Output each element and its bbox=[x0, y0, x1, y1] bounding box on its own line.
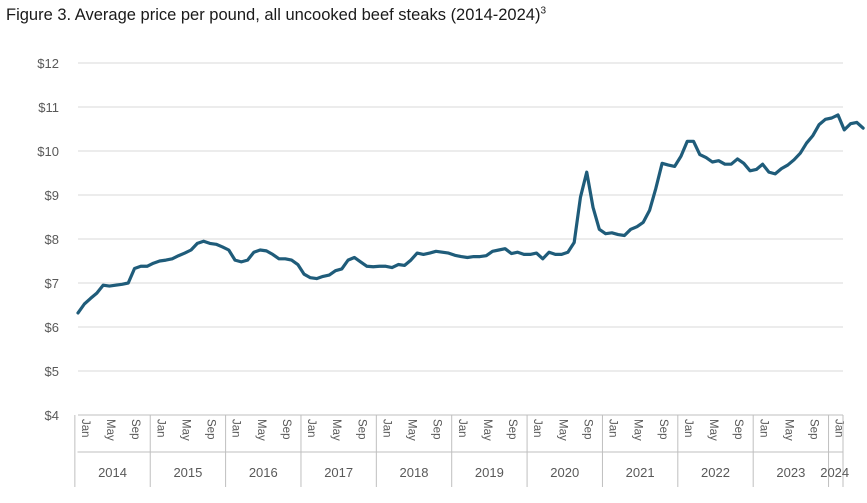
x-year-label: 2015 bbox=[173, 465, 202, 480]
x-month-tick-label: Sep bbox=[280, 419, 292, 439]
y-tick-label: $12 bbox=[37, 56, 59, 71]
x-month-tick-label: May bbox=[179, 419, 191, 441]
x-year-label: 2017 bbox=[324, 465, 353, 480]
x-month-tick-label: Jan bbox=[154, 419, 166, 438]
x-year-label: 2022 bbox=[701, 465, 730, 480]
x-year-label: 2019 bbox=[475, 465, 504, 480]
y-axis: $4 $5 $6 $7 $8 $9 $10 $11 $12 bbox=[37, 56, 59, 423]
x-month-tick-label: Sep bbox=[581, 419, 593, 439]
x-month-tick-label: May bbox=[481, 419, 493, 441]
x-month-tick-label: May bbox=[406, 419, 418, 441]
x-month-tick-label: May bbox=[556, 419, 568, 441]
x-month-tick-label: Jan bbox=[607, 419, 619, 438]
y-tick-label: $6 bbox=[45, 320, 59, 335]
x-axis: Jan May Sep Jan May Sep Jan May Sep Jan May Sep Jan M… bbox=[74, 414, 849, 487]
x-month-tick-label: Sep bbox=[355, 419, 367, 439]
x-month-tick-label: Sep bbox=[732, 419, 744, 439]
x-month-tick-label: Jan bbox=[380, 419, 392, 438]
x-month-tick-label: May bbox=[632, 419, 644, 441]
x-month-tick-label: Jan bbox=[757, 419, 769, 438]
chart-title: Figure 3. Average price per pound, all u… bbox=[6, 5, 547, 24]
x-month-tick-label: May bbox=[255, 419, 267, 441]
x-month-tick-label: Sep bbox=[808, 419, 820, 439]
x-month-tick-label: Jan bbox=[531, 419, 543, 438]
x-month-tick-label: Sep bbox=[506, 419, 518, 439]
x-year-label: 2020 bbox=[550, 465, 579, 480]
x-month-tick-label: Jan bbox=[456, 419, 468, 438]
x-year-label: 2023 bbox=[776, 465, 805, 480]
x-year-label: 2021 bbox=[626, 465, 655, 480]
y-tick-label: $10 bbox=[37, 144, 59, 159]
x-month-tick-label: Jan bbox=[230, 419, 242, 438]
x-month-tick-label: Jan bbox=[682, 419, 694, 438]
x-month-tick-label: Sep bbox=[129, 419, 141, 439]
x-year-label: 2018 bbox=[400, 465, 429, 480]
x-month-tick-label: Jan bbox=[79, 419, 91, 438]
x-year-label: 2014 bbox=[98, 465, 127, 480]
y-tick-label: $9 bbox=[45, 188, 59, 203]
x-month-tick-label: Jan bbox=[305, 419, 317, 438]
y-tick-label: $5 bbox=[45, 364, 59, 379]
x-year-label: 2024 bbox=[820, 465, 849, 480]
x-month-tick-label: May bbox=[782, 419, 794, 441]
x-month-tick-label: Sep bbox=[205, 419, 217, 439]
x-month-tick-label: May bbox=[707, 419, 719, 441]
x-year-label: 2016 bbox=[249, 465, 278, 480]
x-month-tick-label: May bbox=[104, 419, 116, 441]
y-tick-label: $8 bbox=[45, 232, 59, 247]
x-month-tick-label: Sep bbox=[431, 419, 443, 439]
x-month-tick-label: May bbox=[330, 419, 342, 441]
series-line bbox=[76, 113, 865, 315]
x-month-tick-label: Jan bbox=[833, 419, 845, 438]
plot-area bbox=[76, 113, 865, 315]
y-tick-label: $4 bbox=[45, 408, 59, 423]
x-month-tick-label: Sep bbox=[657, 419, 669, 439]
y-tick-label: $11 bbox=[38, 100, 59, 115]
gridlines bbox=[78, 62, 843, 372]
y-tick-label: $7 bbox=[45, 276, 59, 291]
